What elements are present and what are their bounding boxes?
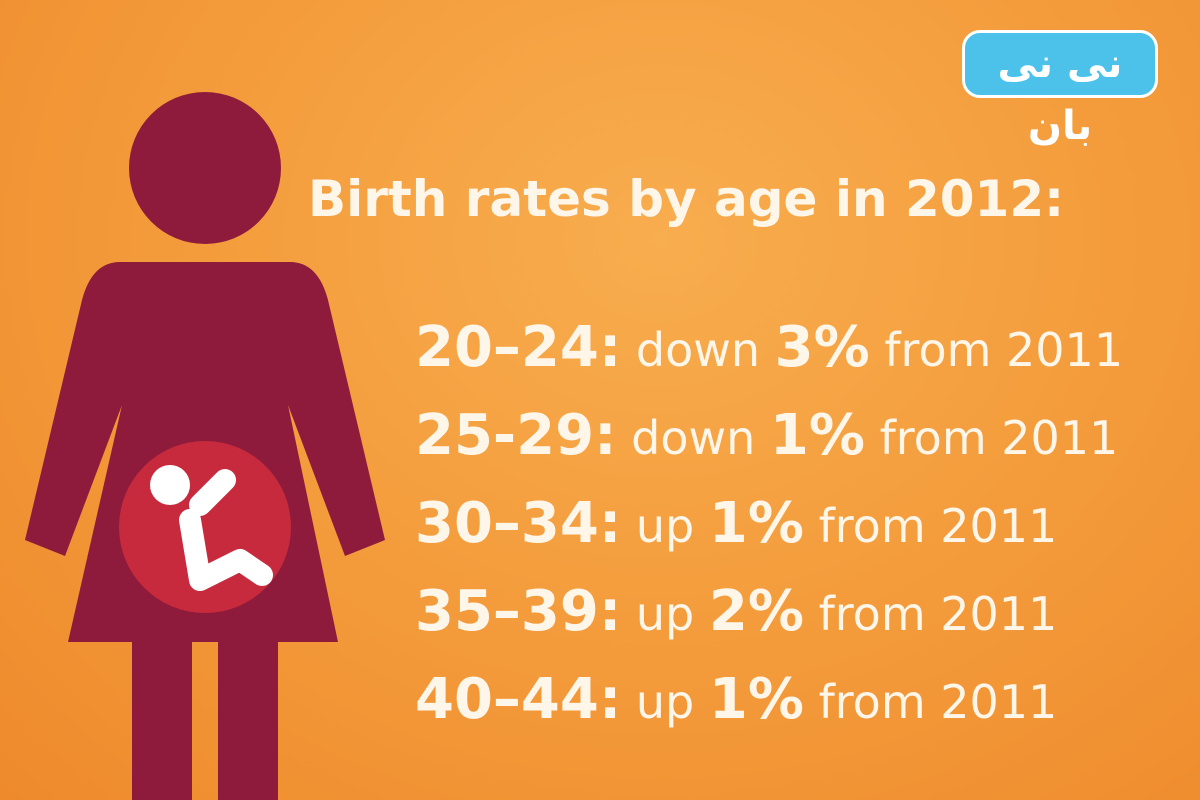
rate-change: 1% xyxy=(708,491,804,556)
rate-row: 20–24: down 3% from 2011 xyxy=(415,318,1123,406)
rate-suffix: from 2011 xyxy=(818,587,1058,641)
leg xyxy=(132,640,192,800)
rate-row: 40–44: up 1% from 2011 xyxy=(415,670,1123,758)
rate-direction: up xyxy=(635,675,695,729)
woman-figure xyxy=(25,92,385,800)
baby-icon xyxy=(179,469,273,591)
rate-age: 35–39: xyxy=(415,579,622,644)
rate-row: 30–34: up 1% from 2011 xyxy=(415,494,1123,582)
rate-suffix: from 2011 xyxy=(818,499,1058,553)
rate-age: 40–44: xyxy=(415,667,622,732)
rate-age: 25-29: xyxy=(415,403,617,468)
head xyxy=(129,92,281,244)
rate-age: 30–34: xyxy=(415,491,622,556)
rate-row: 35–39: up 2% from 2011 xyxy=(415,582,1123,670)
title: Birth rates by age in 2012: xyxy=(308,170,1065,228)
rate-row: 25-29: down 1% from 2011 xyxy=(415,406,1123,494)
rate-change: 1% xyxy=(708,667,804,732)
rate-change: 3% xyxy=(774,315,870,380)
logo: نی نی بان xyxy=(962,30,1158,149)
leg xyxy=(218,640,278,800)
rate-direction: up xyxy=(635,587,695,641)
rate-age: 20–24: xyxy=(415,315,622,380)
rate-change: 1% xyxy=(769,403,865,468)
rate-direction: up xyxy=(635,499,695,553)
rate-direction: down xyxy=(631,411,756,465)
rate-direction: down xyxy=(635,323,761,377)
baby-head xyxy=(150,465,190,505)
rate-suffix: from 2011 xyxy=(884,323,1124,377)
rate-suffix: from 2011 xyxy=(818,675,1058,729)
rate-suffix: from 2011 xyxy=(879,411,1119,465)
rate-change: 2% xyxy=(708,579,804,644)
rate-list: 20–24: down 3% from 2011 25-29: down 1% f… xyxy=(415,318,1123,758)
